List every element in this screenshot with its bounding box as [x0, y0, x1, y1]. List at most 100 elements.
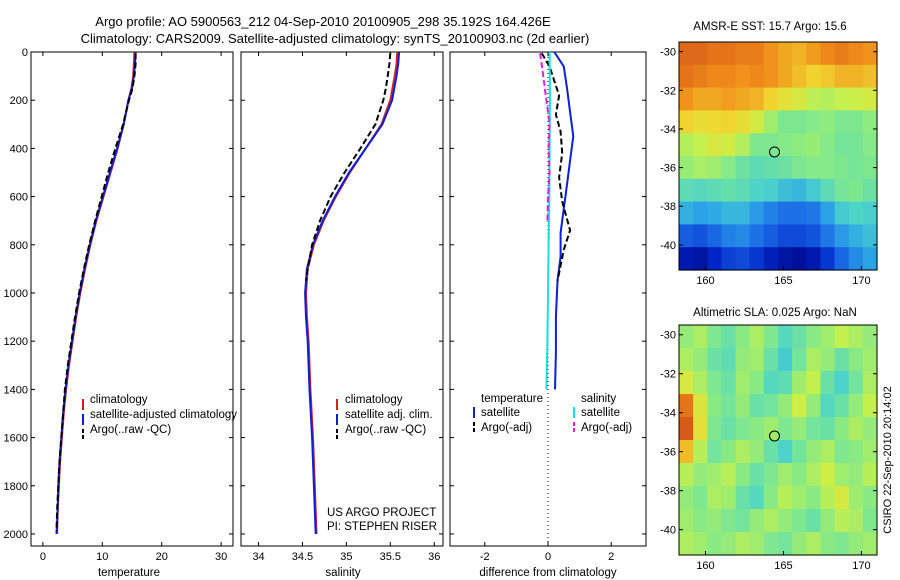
heatmap-cell	[862, 201, 878, 225]
heatmap-cell	[820, 486, 836, 510]
heatmap-cell	[721, 348, 737, 372]
x-tick-label: 2	[608, 551, 614, 563]
heatmap-cell	[679, 110, 694, 134]
heatmap-cell	[763, 224, 779, 248]
heatmap-cell	[834, 201, 850, 225]
x-tick-label: 34.5	[292, 551, 313, 563]
heatmap-cell	[693, 509, 708, 533]
heatmap-cell	[693, 133, 708, 157]
y-tick-label: 2000	[4, 529, 28, 541]
heatmap-cell	[862, 348, 878, 372]
heatmap-cell	[848, 486, 864, 510]
heatmap-cell	[792, 532, 807, 556]
y-tick-label: 200	[10, 95, 28, 107]
sla-map-ticks: 160 165 170 -30 -32 -34 -36 -38 -40	[660, 330, 877, 572]
temperature-axes-box	[30, 51, 234, 547]
heatmap-cell	[834, 110, 850, 134]
heatmap-cell	[834, 156, 850, 180]
sst-map-frame	[678, 41, 878, 271]
heatmap-cell	[820, 247, 836, 271]
y-tick-label: 600	[10, 192, 28, 204]
heatmap-cell	[721, 178, 737, 203]
heatmap-cell	[778, 325, 793, 349]
heatmap-cell	[778, 133, 793, 157]
temperature-ticks: 0 10 20 30 0 200 400 600 800 1000 1200 1400 1600 1800…	[4, 47, 233, 563]
heatmap-cell	[806, 247, 822, 271]
heatmap-cell	[735, 486, 751, 510]
heatmap-cell	[721, 133, 737, 157]
heatmap-cell	[834, 371, 850, 395]
heatmap-cell	[848, 64, 864, 89]
heatmap-cell	[862, 394, 878, 418]
legend-satellite-label: satellite-adjusted climatology	[90, 409, 237, 421]
heatmap-cell	[749, 133, 765, 157]
heatmap-cell	[749, 224, 765, 248]
heatmap-cell	[862, 371, 878, 395]
heatmap-cell	[806, 64, 822, 89]
legend-sal-sat-label: satellite	[581, 407, 620, 419]
heatmap-cell	[792, 509, 807, 533]
map-x-tick-label: 165	[774, 560, 792, 572]
heatmap-cell	[792, 178, 807, 203]
heatmap-cell	[735, 371, 751, 395]
map-y-tick-label: -32	[660, 369, 676, 381]
heatmap-cell	[778, 417, 793, 441]
heatmap-cell	[707, 247, 723, 271]
difference-ticks: -2 0 2	[450, 51, 646, 563]
map-y-tick-label: -30	[660, 330, 676, 342]
heatmap-cell	[778, 348, 793, 372]
heatmap-cell	[806, 532, 822, 556]
heatmap-cell	[749, 87, 765, 111]
heatmap-cell	[848, 224, 864, 248]
heatmap-cell	[721, 42, 737, 66]
title-line-2: Climatology: CARS2009. Satellite-adjuste…	[81, 31, 590, 46]
heatmap-cell	[848, 325, 864, 349]
heatmap-cell	[679, 178, 694, 203]
salinity-lines	[304, 51, 401, 535]
heatmap-cell	[763, 87, 779, 111]
sla-argo-location-marker	[769, 430, 781, 442]
heatmap-cell	[749, 64, 765, 89]
heatmap-cell	[862, 224, 878, 248]
heatmap-cell	[834, 64, 850, 89]
heatmap-cell	[763, 133, 779, 157]
legend-salinity-heading: salinity	[581, 393, 616, 405]
heatmap-cell	[749, 156, 765, 180]
heatmap-cell	[806, 156, 822, 180]
series-line-satellite-adj-clim-	[304, 51, 401, 535]
heatmap-cell	[749, 325, 765, 349]
salinity-xlabel: salinity	[325, 567, 360, 579]
heatmap-cell	[693, 532, 708, 556]
heatmap-cell	[749, 42, 765, 66]
heatmap-cell	[792, 42, 807, 66]
heatmap-cell	[792, 325, 807, 349]
heatmap-cell	[679, 486, 694, 510]
sst-heatmap-cells	[679, 42, 878, 271]
heatmap-cell	[693, 224, 708, 248]
heatmap-cell	[721, 64, 737, 89]
heatmap-cell	[721, 486, 737, 510]
sla-map-title: Altimetric SLA: 0.025 Argo: NaN	[693, 307, 857, 319]
series-line-salinity-satellite	[545, 51, 551, 390]
project-note-line-2: PI: STEPHEN RISER	[327, 521, 437, 533]
heatmap-cell	[792, 156, 807, 180]
sla-map-panel: Altimetric SLA: 0.025 Argo: NaN 160 165 17…	[660, 307, 878, 572]
heatmap-cell	[778, 178, 793, 203]
y-tick-label: 1600	[4, 433, 28, 445]
heatmap-cell	[735, 509, 751, 533]
map-y-tick-label: -36	[660, 163, 676, 175]
heatmap-cell	[721, 371, 737, 395]
heatmap-cell	[749, 486, 765, 510]
heatmap-cell	[763, 486, 779, 510]
legend-temperature-heading: temperature	[481, 393, 543, 405]
heatmap-cell	[749, 371, 765, 395]
heatmap-cell	[763, 247, 779, 271]
difference-lines	[539, 51, 575, 390]
heatmap-cell	[707, 348, 723, 372]
salinity-ticks: 34 34.5 35 35.5 36	[241, 51, 443, 563]
heatmap-cell	[820, 42, 836, 66]
heatmap-cell	[721, 417, 737, 441]
heatmap-cell	[679, 532, 694, 556]
heatmap-cell	[806, 509, 822, 533]
